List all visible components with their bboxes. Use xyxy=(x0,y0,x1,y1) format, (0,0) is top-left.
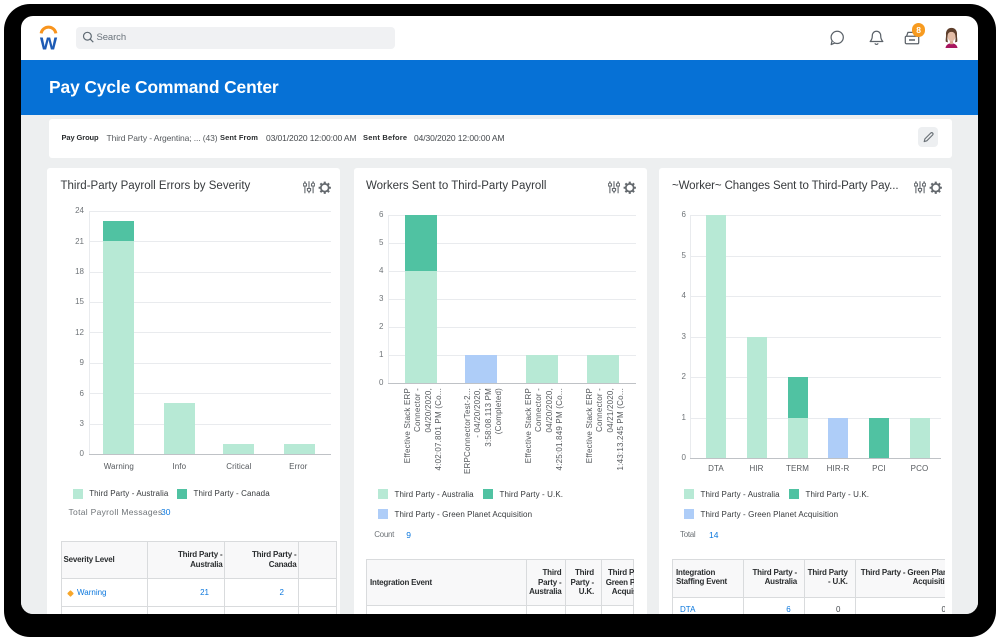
svg-text:w: w xyxy=(39,29,58,51)
